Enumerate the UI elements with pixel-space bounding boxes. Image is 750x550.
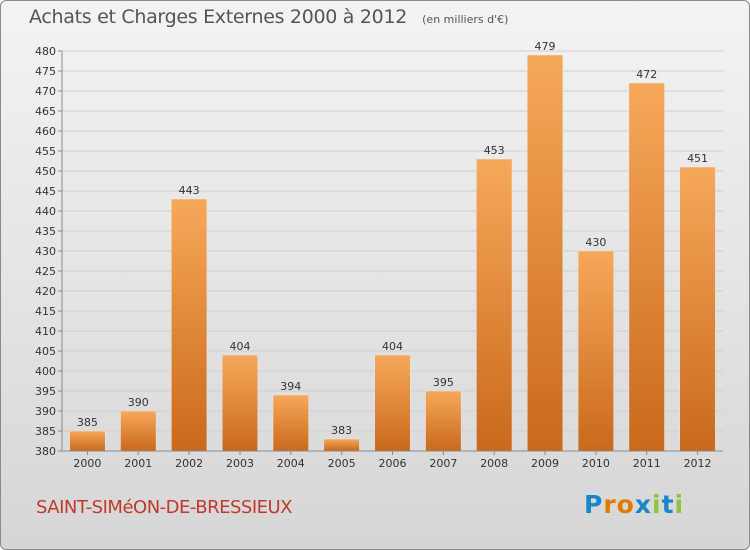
labels: 385 2000 390 2001 443 2002 404 2003 394 2004 383 20… — [73, 40, 711, 470]
value-label-2011: 472 — [636, 68, 657, 81]
brand-letter: P — [584, 490, 604, 519]
y-tick-label: 440 — [35, 205, 56, 218]
x-tick-label-2005: 2005 — [328, 457, 356, 470]
chart-title: Achats et Charges Externes 2000 à 2012 — [29, 6, 408, 28]
brand-letter: x — [634, 490, 652, 519]
bar-2004 — [272, 394, 309, 452]
bar-2009 — [526, 54, 564, 452]
brand-letter: o — [616, 490, 635, 519]
brand-letter: i — [652, 490, 662, 519]
value-label-2012: 451 — [687, 152, 708, 165]
value-label-2002: 443 — [179, 184, 200, 197]
value-label-2009: 479 — [535, 40, 556, 53]
brand-letter: r — [603, 490, 617, 519]
y-tick-label: 385 — [35, 425, 56, 438]
y-tick-label: 425 — [35, 265, 56, 278]
x-tick-label-2010: 2010 — [582, 457, 610, 470]
bar-2010 — [577, 250, 614, 452]
bar-2007 — [425, 390, 462, 452]
axes: 380 385 390 395 400 405 410 415 420 425 430 435 440 4… — [35, 45, 723, 458]
x-tick-label-2000: 2000 — [73, 457, 101, 470]
y-tick-label: 415 — [35, 305, 56, 318]
y-tick-label: 405 — [35, 345, 56, 358]
bar-2001 — [120, 410, 157, 452]
value-label-2008: 453 — [484, 144, 505, 157]
commune-name: SAINT-SIMéON-DE-BRESSIEUX — [36, 497, 293, 518]
x-tick-label-2006: 2006 — [379, 457, 407, 470]
bar-2006 — [374, 354, 411, 452]
y-tick-label: 470 — [35, 85, 56, 98]
x-tick-label-2001: 2001 — [124, 457, 152, 470]
brand-logo: Proxiti — [584, 490, 684, 519]
y-tick-label: 455 — [35, 145, 56, 158]
value-label-2004: 394 — [280, 380, 301, 393]
x-tick-label-2009: 2009 — [531, 457, 559, 470]
x-tick-label-2007: 2007 — [429, 457, 457, 470]
x-tick-label-2011: 2011 — [633, 457, 661, 470]
y-tick-label: 380 — [35, 445, 56, 458]
x-tick-label-2008: 2008 — [480, 457, 508, 470]
x-tick-label-2012: 2012 — [684, 457, 712, 470]
y-tick-label: 465 — [35, 105, 56, 118]
y-tick-label: 430 — [35, 245, 56, 258]
y-tick-label: 420 — [35, 285, 56, 298]
bar-2011 — [628, 82, 665, 452]
y-tick-label: 390 — [35, 405, 56, 418]
y-tick-label: 480 — [35, 45, 56, 58]
bar-2002 — [171, 198, 208, 452]
y-tick-label: 445 — [35, 185, 56, 198]
y-tick-label: 475 — [35, 65, 56, 78]
value-label-2006: 404 — [382, 340, 403, 353]
bar-2008 — [476, 158, 513, 452]
title-row: Achats et Charges Externes 2000 à 2012 (… — [29, 6, 508, 28]
bars — [69, 54, 716, 452]
y-tick-label: 435 — [35, 225, 56, 238]
x-tick-label-2003: 2003 — [226, 457, 254, 470]
value-label-2001: 390 — [128, 396, 149, 409]
x-tick-label-2004: 2004 — [277, 457, 305, 470]
brand-letter: i — [674, 490, 685, 519]
y-tick-label: 450 — [35, 165, 56, 178]
y-tick-label: 460 — [35, 125, 56, 138]
chart-unit: (en milliers d'€) — [422, 13, 509, 26]
value-label-2005: 383 — [331, 424, 352, 437]
y-tick-label: 395 — [35, 385, 56, 398]
value-label-2007: 395 — [433, 376, 454, 389]
y-tick-label: 400 — [35, 365, 56, 378]
value-label-2010: 430 — [585, 236, 606, 249]
value-label-2003: 404 — [229, 340, 250, 353]
y-tick-label: 410 — [35, 325, 56, 338]
bar-2000 — [69, 430, 106, 452]
bar-2003 — [221, 354, 259, 452]
value-label-2000: 385 — [77, 416, 98, 429]
x-tick-label-2002: 2002 — [175, 457, 203, 470]
bar-2005 — [323, 438, 360, 452]
bar-2012 — [679, 166, 716, 452]
brand-letter: t — [661, 490, 675, 519]
